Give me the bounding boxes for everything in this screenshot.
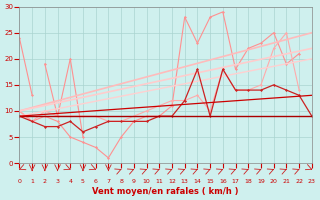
X-axis label: Vent moyen/en rafales ( km/h ): Vent moyen/en rafales ( km/h ) (92, 187, 239, 196)
